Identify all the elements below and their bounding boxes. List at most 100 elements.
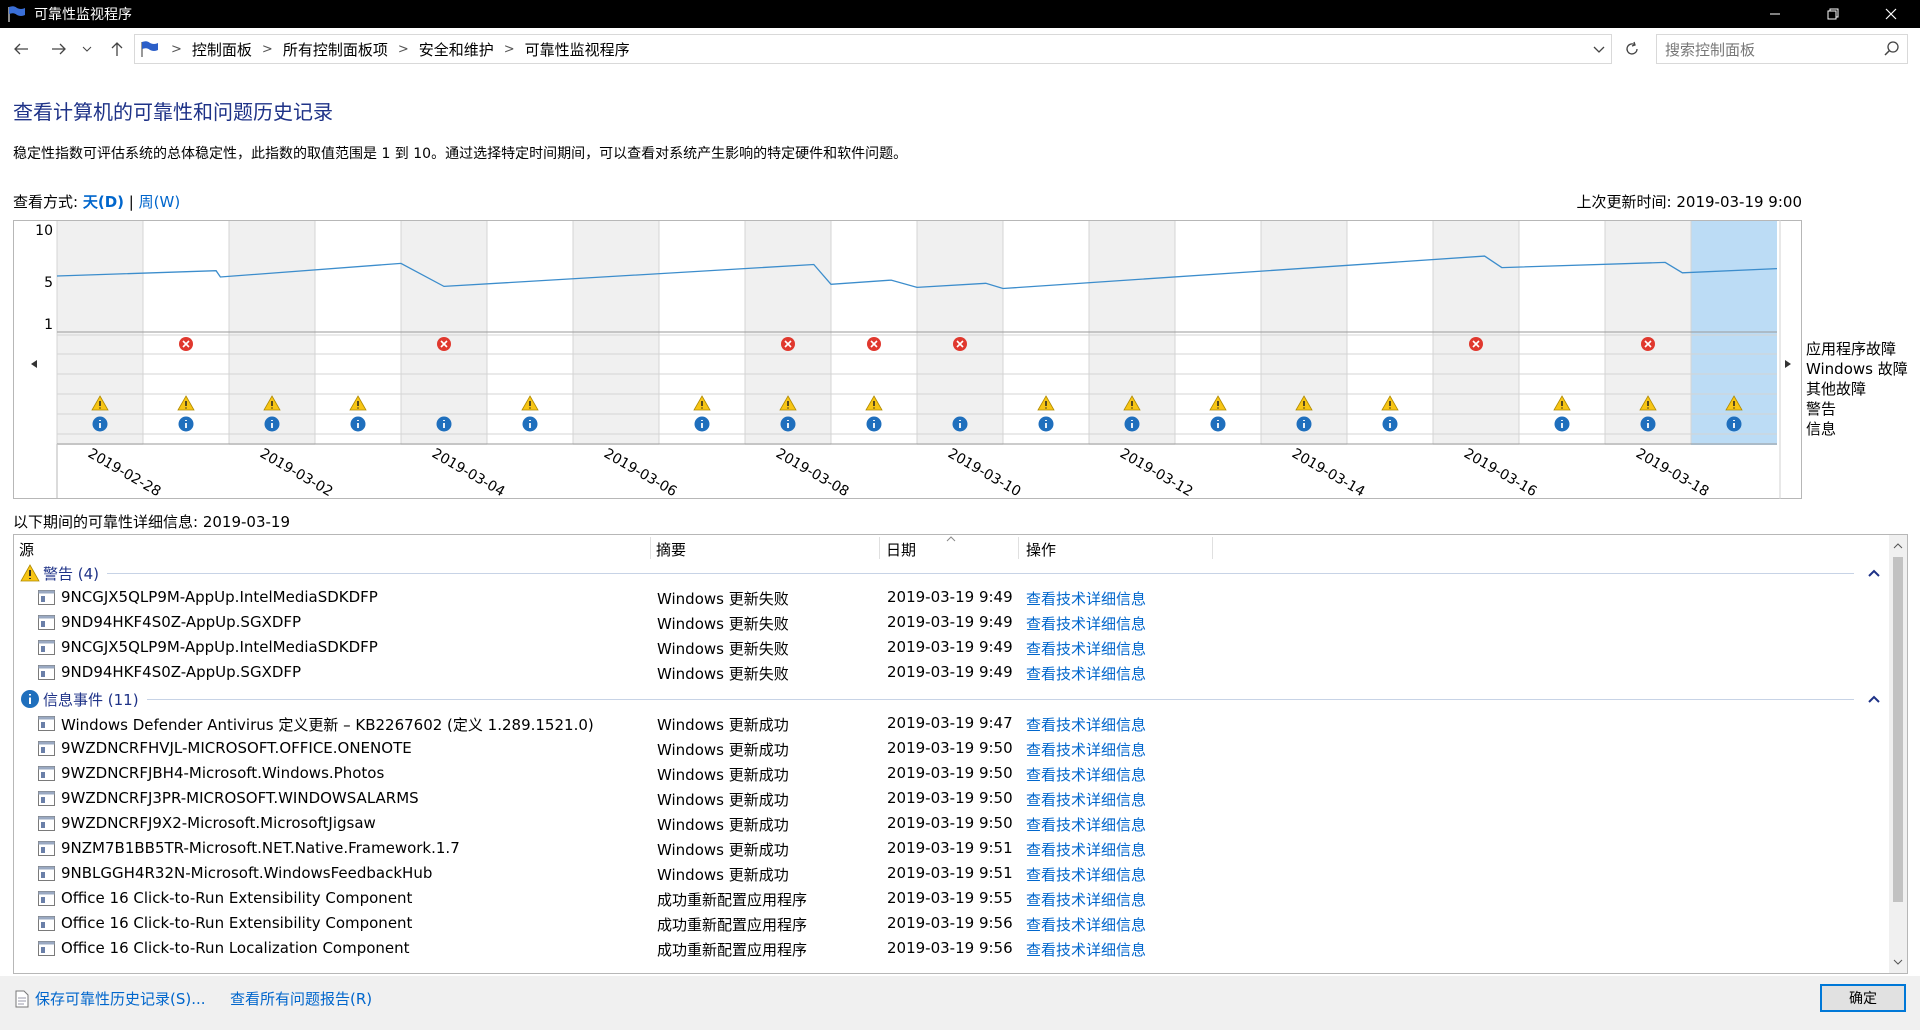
event-row[interactable]: Office 16 Click-to-Run Extensibility Com…	[14, 911, 1884, 936]
event-row[interactable]: 9NCGJX5QLP9M-AppUp.IntelMediaSDKDFP Windo…	[14, 635, 1884, 660]
day-column[interactable]	[1261, 221, 1347, 445]
ok-button[interactable]: 确定	[1820, 984, 1906, 1012]
address-bar[interactable]: > 控制面板 > 所有控制面板项 > 安全和维护 > 可靠性监视程序	[134, 34, 1612, 64]
scroll-down-button[interactable]	[1889, 953, 1907, 971]
save-history-link[interactable]: 保存可靠性历史记录(S)...	[14, 988, 206, 1009]
day-column[interactable]	[229, 221, 315, 445]
search-box[interactable]: 搜索控制面板	[1656, 34, 1908, 64]
breadcrumb-separator-icon[interactable]: >	[397, 41, 409, 57]
app-failure-mark	[1644, 340, 1652, 348]
day-column[interactable]	[1433, 221, 1519, 445]
day-column[interactable]	[1003, 221, 1089, 445]
view-technical-details-link[interactable]: 查看技术详细信息	[1026, 590, 1147, 608]
day-column[interactable]	[57, 221, 143, 445]
scroll-right-icon[interactable]	[1785, 360, 1791, 368]
scroll-left-icon[interactable]	[31, 360, 37, 368]
day-column[interactable]	[1089, 221, 1175, 445]
legend-app-failures: 应用程序故障	[1806, 340, 1897, 358]
details-list[interactable]: 源 摘要 日期 操作 警告 (4) 9NCGJX5QLP9M-AppUp.Inte…	[13, 534, 1908, 974]
group-header[interactable]: 警告 (4)	[14, 561, 1884, 585]
event-row[interactable]: Office 16 Click-to-Run Extensibility Com…	[14, 886, 1884, 911]
view-by-week-link[interactable]: 周(W)	[138, 193, 181, 211]
view-technical-details-link[interactable]: 查看技术详细信息	[1026, 615, 1147, 633]
day-column[interactable]	[487, 221, 573, 445]
view-technical-details-link[interactable]: 查看技术详细信息	[1026, 640, 1147, 658]
column-summary[interactable]: 摘要	[656, 541, 687, 559]
view-all-reports-link[interactable]: 查看所有问题报告(R)	[230, 990, 373, 1008]
event-row[interactable]: 9WZDNCRFHVJL-MICROSOFT.OFFICE.ONENOTE Win…	[14, 736, 1884, 761]
view-technical-details-link[interactable]: 查看技术详细信息	[1026, 891, 1147, 909]
view-technical-details-link[interactable]: 查看技术详细信息	[1026, 791, 1147, 809]
event-row[interactable]: 9NCGJX5QLP9M-AppUp.IntelMediaSDKDFP Windo…	[14, 585, 1884, 610]
search-placeholder[interactable]: 搜索控制面板	[1665, 40, 1756, 59]
event-row[interactable]: 9WZDNCRFJBH4-Microsoft.Windows.Photos Win…	[14, 761, 1884, 786]
up-button[interactable]	[104, 36, 130, 62]
collapse-group-icon[interactable]	[1864, 566, 1884, 581]
view-technical-details-link[interactable]: 查看技术详细信息	[1026, 665, 1147, 683]
day-column[interactable]	[831, 221, 917, 445]
event-row[interactable]: Windows Defender Antivirus 定义更新 – KB2267…	[14, 711, 1884, 736]
column-divider[interactable]	[650, 537, 651, 559]
reliability-chart[interactable]: 10 5 1 2019-02-28 2019-03-02 2019-03-04 2019-0…	[13, 220, 1802, 500]
breadcrumb-security-maintenance[interactable]: 安全和维护	[418, 40, 494, 59]
day-column[interactable]	[143, 221, 229, 445]
view-technical-details-link[interactable]: 查看技术详细信息	[1026, 816, 1147, 834]
day-column[interactable]	[1605, 221, 1691, 445]
day-column[interactable]	[1347, 221, 1433, 445]
column-divider[interactable]	[1212, 537, 1213, 559]
group-label[interactable]: 警告 (4)	[43, 564, 100, 583]
search-icon[interactable]	[1883, 40, 1901, 58]
back-button[interactable]	[8, 36, 34, 62]
minimize-button[interactable]	[1746, 0, 1804, 28]
breadcrumb-separator-icon[interactable]: >	[503, 41, 515, 57]
maximize-button[interactable]	[1804, 0, 1862, 28]
day-column[interactable]	[573, 221, 659, 445]
scrollbar-thumb[interactable]	[1893, 557, 1903, 902]
column-divider[interactable]	[879, 537, 880, 559]
day-column-selected[interactable]	[1691, 221, 1777, 445]
breadcrumb-separator-icon[interactable]: >	[261, 41, 273, 57]
save-history-label[interactable]: 保存可靠性历史记录(S)...	[35, 990, 206, 1008]
view-technical-details-link[interactable]: 查看技术详细信息	[1026, 866, 1147, 884]
close-button[interactable]	[1862, 0, 1920, 28]
view-technical-details-link[interactable]: 查看技术详细信息	[1026, 941, 1147, 959]
view-technical-details-link[interactable]: 查看技术详细信息	[1026, 841, 1147, 859]
day-column[interactable]	[401, 221, 487, 445]
event-row[interactable]: Office 16 Click-to-Run Localization Comp…	[14, 936, 1884, 961]
vertical-scrollbar[interactable]	[1889, 535, 1907, 973]
breadcrumb-reliability-monitor[interactable]: 可靠性监视程序	[524, 40, 630, 59]
refresh-button[interactable]	[1620, 37, 1644, 61]
day-column[interactable]	[917, 221, 1003, 445]
event-row[interactable]: 9NBLGGH4R32N-Microsoft.WindowsFeedbackHu…	[14, 861, 1884, 886]
group-header[interactable]: 信息事件 (11)	[14, 687, 1884, 711]
group-label[interactable]: 信息事件 (11)	[43, 690, 139, 709]
view-by-day-link[interactable]: 天(D)	[82, 193, 125, 211]
breadcrumb-all-items[interactable]: 所有控制面板项	[282, 40, 388, 59]
column-divider[interactable]	[1018, 537, 1019, 559]
column-action[interactable]: 操作	[1026, 541, 1057, 559]
view-technical-details-link[interactable]: 查看技术详细信息	[1026, 766, 1147, 784]
day-column[interactable]	[315, 221, 401, 445]
event-row[interactable]: 9NZM7B1BB5TR-Microsoft.NET.Native.Framew…	[14, 836, 1884, 861]
event-row[interactable]: 9ND94HKF4S0Z-AppUp.SGXDFP Windows 更新失败 201…	[14, 610, 1884, 635]
day-column[interactable]	[659, 221, 745, 445]
view-technical-details-link[interactable]: 查看技术详细信息	[1026, 716, 1147, 734]
event-row[interactable]: 9WZDNCRFJ9X2-Microsoft.MicrosoftJigsaw Wi…	[14, 811, 1884, 836]
column-date[interactable]: 日期	[886, 541, 917, 559]
forward-button[interactable]	[46, 36, 72, 62]
y-tick-label: 10	[35, 223, 53, 239]
day-column[interactable]	[745, 221, 831, 445]
recent-locations-button[interactable]	[80, 36, 94, 62]
breadcrumb-control-panel[interactable]: 控制面板	[191, 40, 252, 59]
event-row[interactable]: 9ND94HKF4S0Z-AppUp.SGXDFP Windows 更新失败 201…	[14, 660, 1884, 685]
collapse-group-icon[interactable]	[1864, 692, 1884, 707]
view-technical-details-link[interactable]: 查看技术详细信息	[1026, 916, 1147, 934]
day-column[interactable]	[1519, 221, 1605, 445]
scroll-up-button[interactable]	[1889, 537, 1907, 555]
column-source[interactable]: 源	[19, 541, 35, 559]
event-row[interactable]: 9WZDNCRFJ3PR-MICROSOFT.WINDOWSALARMS Wind…	[14, 786, 1884, 811]
day-column[interactable]	[1175, 221, 1261, 445]
view-technical-details-link[interactable]: 查看技术详细信息	[1026, 741, 1147, 759]
address-dropdown-icon[interactable]	[1591, 41, 1607, 57]
